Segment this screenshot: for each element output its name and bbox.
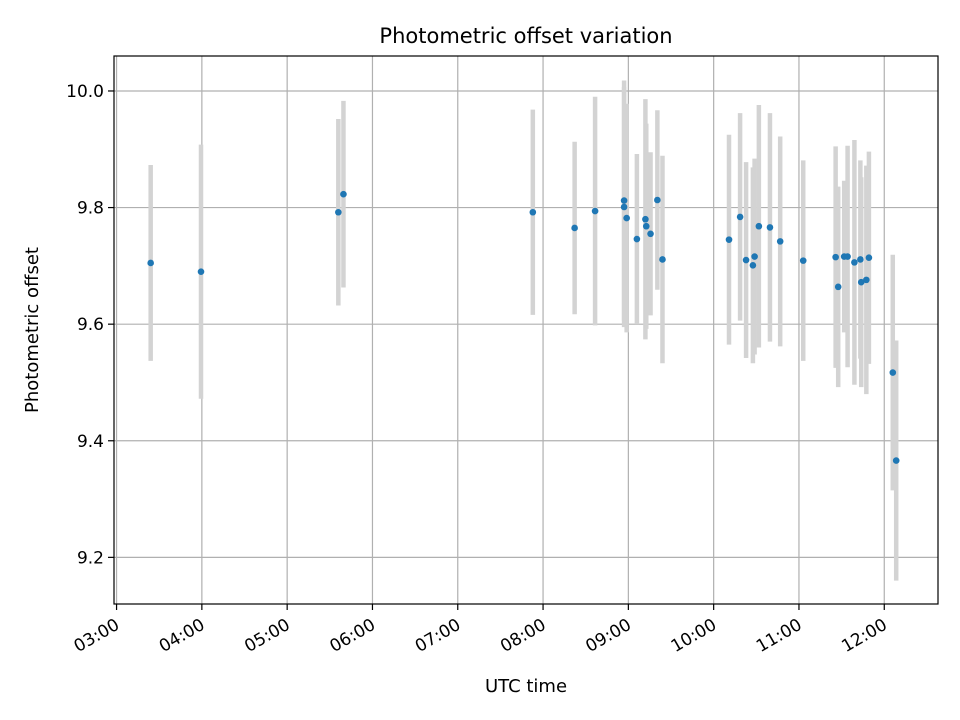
y-tick-label: 9.4 bbox=[77, 432, 104, 452]
y-tick-label: 9.2 bbox=[77, 548, 104, 568]
data-point bbox=[634, 236, 641, 243]
data-point bbox=[857, 256, 864, 263]
x-axis-title: UTC time bbox=[485, 676, 567, 697]
data-point bbox=[750, 262, 757, 269]
data-point bbox=[726, 236, 733, 243]
data-point bbox=[198, 268, 205, 275]
data-point bbox=[866, 254, 873, 261]
data-point bbox=[654, 197, 661, 204]
y-tick-label: 9.6 bbox=[77, 315, 104, 335]
data-point bbox=[623, 215, 630, 222]
data-point bbox=[642, 216, 649, 223]
data-point bbox=[621, 204, 628, 211]
data-point bbox=[335, 209, 342, 216]
data-point bbox=[147, 260, 154, 267]
data-point bbox=[659, 256, 666, 263]
data-point bbox=[777, 238, 784, 245]
data-point bbox=[743, 257, 750, 264]
data-point bbox=[844, 253, 851, 260]
data-point bbox=[893, 457, 900, 464]
data-point bbox=[621, 197, 628, 204]
data-point bbox=[530, 209, 537, 216]
data-point bbox=[832, 254, 839, 261]
data-point bbox=[863, 277, 870, 284]
data-point bbox=[647, 231, 654, 238]
y-tick-label: 9.8 bbox=[77, 199, 104, 219]
y-tick-label: 10.0 bbox=[66, 82, 104, 102]
data-point bbox=[592, 208, 599, 215]
data-point bbox=[340, 191, 347, 198]
data-point bbox=[800, 257, 807, 264]
chart-title: Photometric offset variation bbox=[379, 24, 672, 48]
y-axis-title: Photometric offset bbox=[22, 247, 43, 413]
data-point bbox=[756, 223, 763, 230]
data-point bbox=[643, 223, 650, 230]
data-point bbox=[737, 214, 744, 221]
data-point bbox=[571, 225, 578, 232]
chart-background bbox=[0, 0, 960, 720]
data-point bbox=[835, 284, 842, 291]
data-point bbox=[751, 253, 758, 260]
chart: 03:00 04:00 05:00 06:00 07:00 08:00 09:00 10:00… bbox=[0, 0, 960, 720]
data-point bbox=[889, 369, 896, 376]
data-point bbox=[767, 224, 774, 231]
data-point bbox=[851, 259, 858, 266]
